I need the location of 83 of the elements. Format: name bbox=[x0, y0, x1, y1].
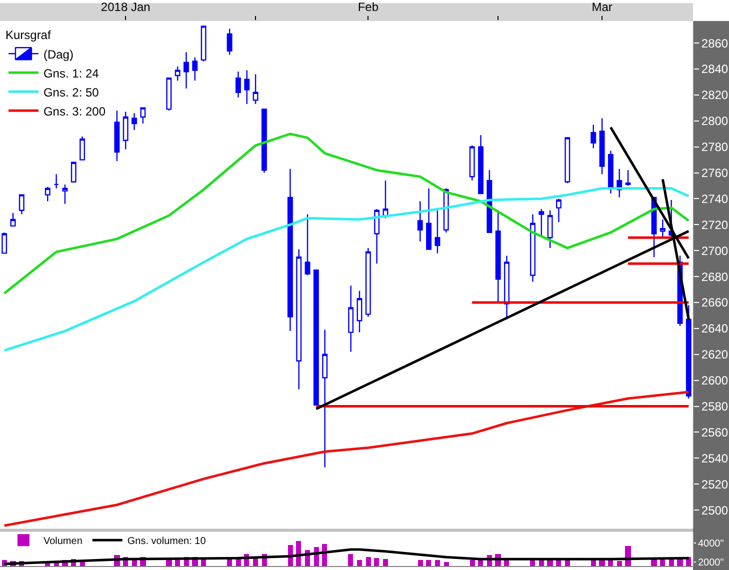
candlestick bbox=[538, 208, 544, 237]
legend-title: Kursgraf bbox=[5, 28, 52, 42]
y-tick-label: 2760 bbox=[701, 166, 728, 180]
y-tick-label: 2780 bbox=[701, 140, 728, 154]
candlestick bbox=[70, 162, 76, 182]
candlestick bbox=[304, 214, 310, 276]
candlestick bbox=[252, 74, 258, 105]
candlestick bbox=[287, 168, 293, 332]
candlestick bbox=[625, 170, 631, 186]
x-tick-label: Mar bbox=[592, 0, 612, 14]
y-tick-label: 2640 bbox=[701, 322, 728, 336]
candlestick bbox=[244, 70, 250, 105]
candlestick bbox=[590, 124, 596, 149]
candlestick bbox=[236, 70, 241, 98]
y-tick-label: 2540 bbox=[701, 451, 728, 466]
y-tick-label: 2580 bbox=[701, 399, 728, 414]
candlestick bbox=[608, 150, 614, 194]
candlestick bbox=[348, 285, 354, 352]
y-tick-label: 2700 bbox=[701, 244, 728, 258]
legend-label: (Dag) bbox=[43, 47, 74, 62]
y-tick-label: 2500 bbox=[701, 503, 728, 518]
candlestick bbox=[18, 194, 24, 215]
candlestick bbox=[660, 218, 666, 238]
candlestick bbox=[184, 52, 189, 90]
x-tick-label: Feb bbox=[358, 0, 379, 14]
candlestick bbox=[80, 136, 86, 160]
candlestick bbox=[504, 255, 510, 320]
line-series bbox=[3, 187, 690, 352]
candlestick bbox=[192, 56, 198, 82]
candlestick bbox=[417, 200, 423, 242]
line-series bbox=[3, 548, 690, 566]
y-tick-label: 2560 bbox=[701, 425, 728, 440]
y-tick-label: 2680 bbox=[701, 270, 728, 284]
y-tick-label: 2860 bbox=[701, 36, 728, 50]
y-tick-label: 2840 bbox=[701, 62, 728, 76]
y-tick-label: 2740 bbox=[701, 192, 728, 206]
y-tick-label: 4000" bbox=[698, 538, 724, 550]
y-tick-label: 2720 bbox=[701, 218, 728, 232]
candlestick bbox=[166, 77, 172, 112]
candlestick bbox=[564, 137, 570, 184]
legend-label: Volumen bbox=[43, 536, 82, 548]
candlestick bbox=[426, 188, 432, 250]
candlestick bbox=[200, 26, 206, 62]
candlestick bbox=[599, 118, 605, 175]
candlestick bbox=[122, 111, 128, 150]
candlestick bbox=[434, 210, 440, 254]
legend-label: Gns. volumen: 10 bbox=[127, 536, 206, 548]
legend-label: Gns. 2: 50 bbox=[43, 85, 100, 100]
y-tick-label: 2800 bbox=[701, 114, 728, 128]
candlestick bbox=[478, 134, 484, 194]
candlestick bbox=[547, 210, 553, 249]
y-tick-label: 2600 bbox=[701, 374, 728, 388]
candlestick bbox=[556, 198, 562, 223]
candlestick bbox=[322, 329, 328, 468]
y-tick-label: 2820 bbox=[701, 88, 728, 102]
y-tick-label: 2000" bbox=[698, 557, 724, 568]
candlestick bbox=[10, 212, 16, 227]
candlestick bbox=[356, 290, 362, 333]
line-series bbox=[3, 132, 690, 295]
candlestick bbox=[296, 248, 302, 390]
candlestick bbox=[226, 28, 232, 56]
candlestick bbox=[140, 107, 146, 124]
candlestick bbox=[132, 112, 137, 131]
y-tick-label: 2620 bbox=[701, 348, 728, 362]
y-tick-label: 2520 bbox=[701, 477, 728, 492]
legend-label: Gns. 3: 200 bbox=[43, 104, 106, 118]
candlestick bbox=[261, 108, 267, 174]
candlestick bbox=[469, 144, 475, 182]
line-series bbox=[3, 390, 690, 527]
candlestick bbox=[54, 173, 60, 189]
candlestick bbox=[313, 269, 319, 406]
candlestick bbox=[44, 186, 50, 202]
legend-label: Gns. 1: 24 bbox=[43, 66, 100, 80]
candlestick bbox=[62, 184, 68, 205]
candlestick bbox=[174, 66, 180, 82]
candlestick bbox=[365, 247, 371, 318]
candlestick bbox=[114, 110, 120, 162]
candlestick bbox=[530, 214, 536, 282]
y-tick-label: 2660 bbox=[701, 296, 728, 310]
candlestick bbox=[374, 208, 380, 264]
candlestick bbox=[686, 304, 692, 400]
x-tick-label: 2018 Jan bbox=[100, 0, 150, 14]
candlestick bbox=[382, 180, 388, 219]
